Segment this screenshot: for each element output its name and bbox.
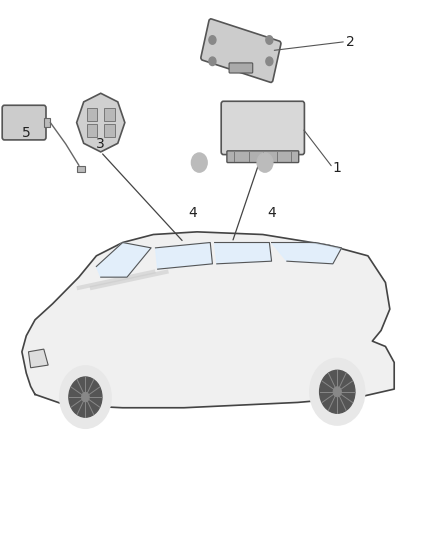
Polygon shape [96, 243, 151, 277]
Text: 4: 4 [267, 206, 276, 220]
FancyBboxPatch shape [227, 151, 299, 163]
Circle shape [209, 57, 216, 66]
Bar [104, 108, 115, 121]
Circle shape [60, 366, 111, 428]
Polygon shape [77, 93, 125, 152]
Text: 1: 1 [333, 161, 342, 175]
Circle shape [333, 387, 341, 397]
FancyBboxPatch shape [2, 106, 46, 140]
Polygon shape [215, 243, 272, 264]
Circle shape [209, 36, 216, 44]
Text: 3: 3 [96, 137, 105, 151]
Polygon shape [272, 243, 342, 264]
Bar [77, 166, 85, 172]
Polygon shape [22, 232, 394, 408]
Bar [104, 124, 115, 137]
Text: 5: 5 [22, 126, 31, 140]
Bar [87, 124, 97, 137]
Circle shape [266, 57, 273, 66]
FancyBboxPatch shape [229, 63, 253, 73]
Circle shape [69, 377, 102, 417]
Bar [87, 108, 97, 121]
Bar [44, 118, 50, 127]
Circle shape [310, 359, 364, 425]
Text: 4: 4 [188, 206, 197, 220]
Text: 2: 2 [346, 35, 355, 49]
Polygon shape [155, 243, 212, 269]
Circle shape [320, 370, 355, 413]
FancyBboxPatch shape [201, 19, 281, 83]
Circle shape [191, 153, 207, 172]
Circle shape [266, 36, 273, 44]
Polygon shape [28, 349, 48, 368]
Circle shape [257, 153, 273, 172]
Circle shape [81, 392, 89, 402]
FancyBboxPatch shape [221, 101, 304, 155]
